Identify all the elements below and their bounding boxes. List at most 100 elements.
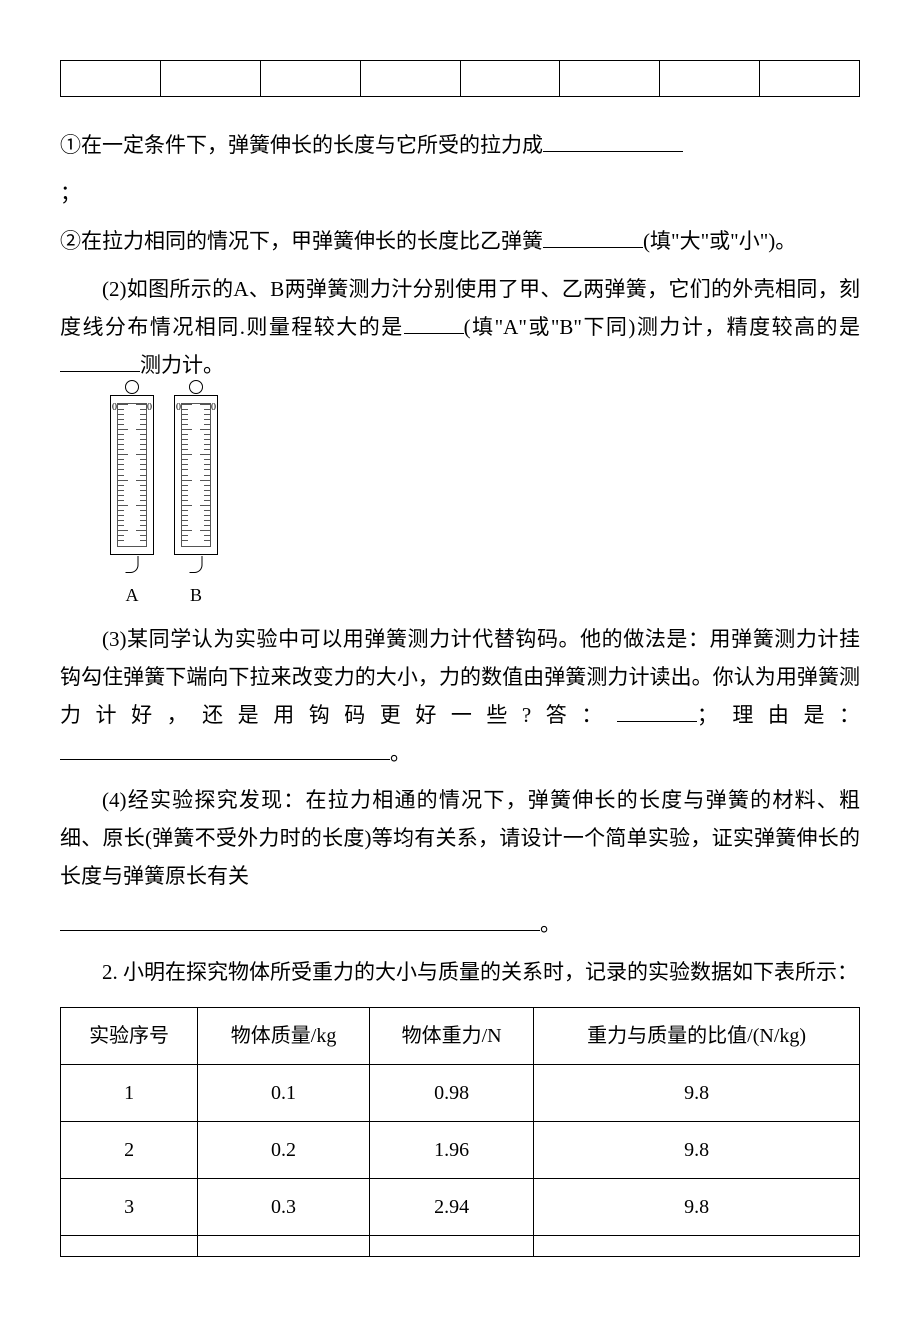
gauge-label: B [190, 579, 202, 611]
tick [118, 540, 124, 541]
tick [182, 419, 188, 420]
tick [118, 419, 124, 420]
gauge-body-B: 00 [174, 395, 218, 555]
table-cell: 3 [61, 1178, 198, 1235]
tick [182, 530, 192, 531]
table-cell: 0.3 [198, 1178, 370, 1235]
empty-cell [61, 61, 161, 97]
tick [182, 439, 188, 440]
tick [118, 546, 124, 547]
tick [140, 510, 146, 511]
tick [118, 444, 124, 445]
tick [118, 490, 124, 491]
tick [182, 535, 188, 536]
tick [140, 444, 146, 445]
tick [182, 424, 188, 425]
tick [140, 459, 146, 460]
gauge-hook-icon [126, 556, 139, 573]
blank-q3a[interactable] [617, 697, 697, 722]
tick [140, 485, 146, 486]
tick [118, 459, 124, 460]
tick [118, 439, 124, 440]
table-cell: 2.94 [369, 1178, 533, 1235]
q1-line2b: (填"大"或"小")。 [643, 229, 796, 253]
tick [182, 546, 188, 547]
tick [136, 505, 146, 506]
tick [140, 520, 146, 521]
tick [118, 409, 124, 410]
tick [182, 404, 192, 405]
q4-a: (4)经实验探究发现：在拉力相通的情况下，弹簧伸长的长度与弹簧的材料、粗细、原长… [60, 788, 860, 888]
data-table: 实验序号物体质量/kg物体重力/N重力与质量的比值/(N/kg)10.10.98… [60, 1007, 860, 1257]
table-row: 20.21.969.8 [61, 1121, 860, 1178]
q4-text: (4)经实验探究发现：在拉力相通的情况下，弹簧伸长的长度与弹簧的材料、粗细、原长… [60, 782, 860, 895]
empty-cell [760, 61, 860, 97]
tick [182, 449, 188, 450]
tick [182, 520, 188, 521]
tick [118, 485, 124, 486]
tick [200, 429, 210, 430]
tick [182, 434, 188, 435]
q3-c: 。 [390, 741, 411, 765]
tick [182, 495, 188, 496]
blank-q2a[interactable] [404, 309, 464, 334]
table-cell: 0.98 [369, 1064, 533, 1121]
tick [118, 424, 124, 425]
tick [204, 520, 210, 521]
tick [118, 525, 124, 526]
tick [140, 546, 146, 547]
tick [204, 424, 210, 425]
tick [204, 464, 210, 465]
tick [118, 475, 124, 476]
tick [136, 404, 146, 405]
tick [136, 429, 146, 430]
table-header: 重力与质量的比值/(N/kg) [534, 1007, 860, 1064]
table-row: 10.10.989.8 [61, 1064, 860, 1121]
tick [204, 444, 210, 445]
tick [182, 540, 188, 541]
table-cell: 0.1 [198, 1064, 370, 1121]
empty-cell [360, 61, 460, 97]
gauge-hook-icon [190, 556, 203, 573]
tick [118, 454, 128, 455]
tick [140, 449, 146, 450]
tick [182, 414, 188, 415]
gauge-body-A: 00 [110, 395, 154, 555]
q3-text: (3)某同学认为实验中可以用弹簧测力计代替钩码。他的做法是：用弹簧测力计挂钩勾住… [60, 621, 860, 773]
tick [182, 429, 192, 430]
tick [140, 419, 146, 420]
tick [204, 459, 210, 460]
q2-text: (2)如图所示的A、B两弹簧测力汁分别使用了甲、乙两弹簧，它们的外壳相同，刻度线… [60, 271, 860, 385]
tick [118, 515, 124, 516]
tick [204, 546, 210, 547]
tick [136, 530, 146, 531]
blank-q4[interactable] [60, 906, 540, 931]
tick [118, 464, 124, 465]
q4-blank-line: 。 [60, 906, 860, 944]
tick [200, 530, 210, 531]
blank-q1b[interactable] [543, 223, 643, 248]
q2-c: 测力计。 [140, 353, 224, 377]
table-cell [534, 1235, 860, 1256]
tick [140, 535, 146, 536]
gauge-label: A [126, 579, 139, 611]
tick [204, 540, 210, 541]
tick [182, 475, 188, 476]
tick [182, 444, 188, 445]
blank-q1a[interactable] [543, 127, 683, 152]
q-main2: 2. 小明在探究物体所受重力的大小与质量的关系时，记录的实验数据如下表所示： [60, 954, 860, 992]
tick [140, 475, 146, 476]
tick [118, 510, 124, 511]
tick [118, 480, 128, 481]
blank-q2b[interactable] [60, 347, 140, 372]
gauge-scale [117, 403, 147, 547]
tick [182, 454, 192, 455]
table-header: 物体重力/N [369, 1007, 533, 1064]
tick [204, 449, 210, 450]
tick [200, 454, 210, 455]
q4-end: 。 [540, 912, 561, 936]
tick [136, 454, 146, 455]
gauge-zero-right: 0 [211, 399, 216, 417]
empty-table [60, 60, 860, 97]
blank-q3b[interactable] [60, 735, 390, 760]
